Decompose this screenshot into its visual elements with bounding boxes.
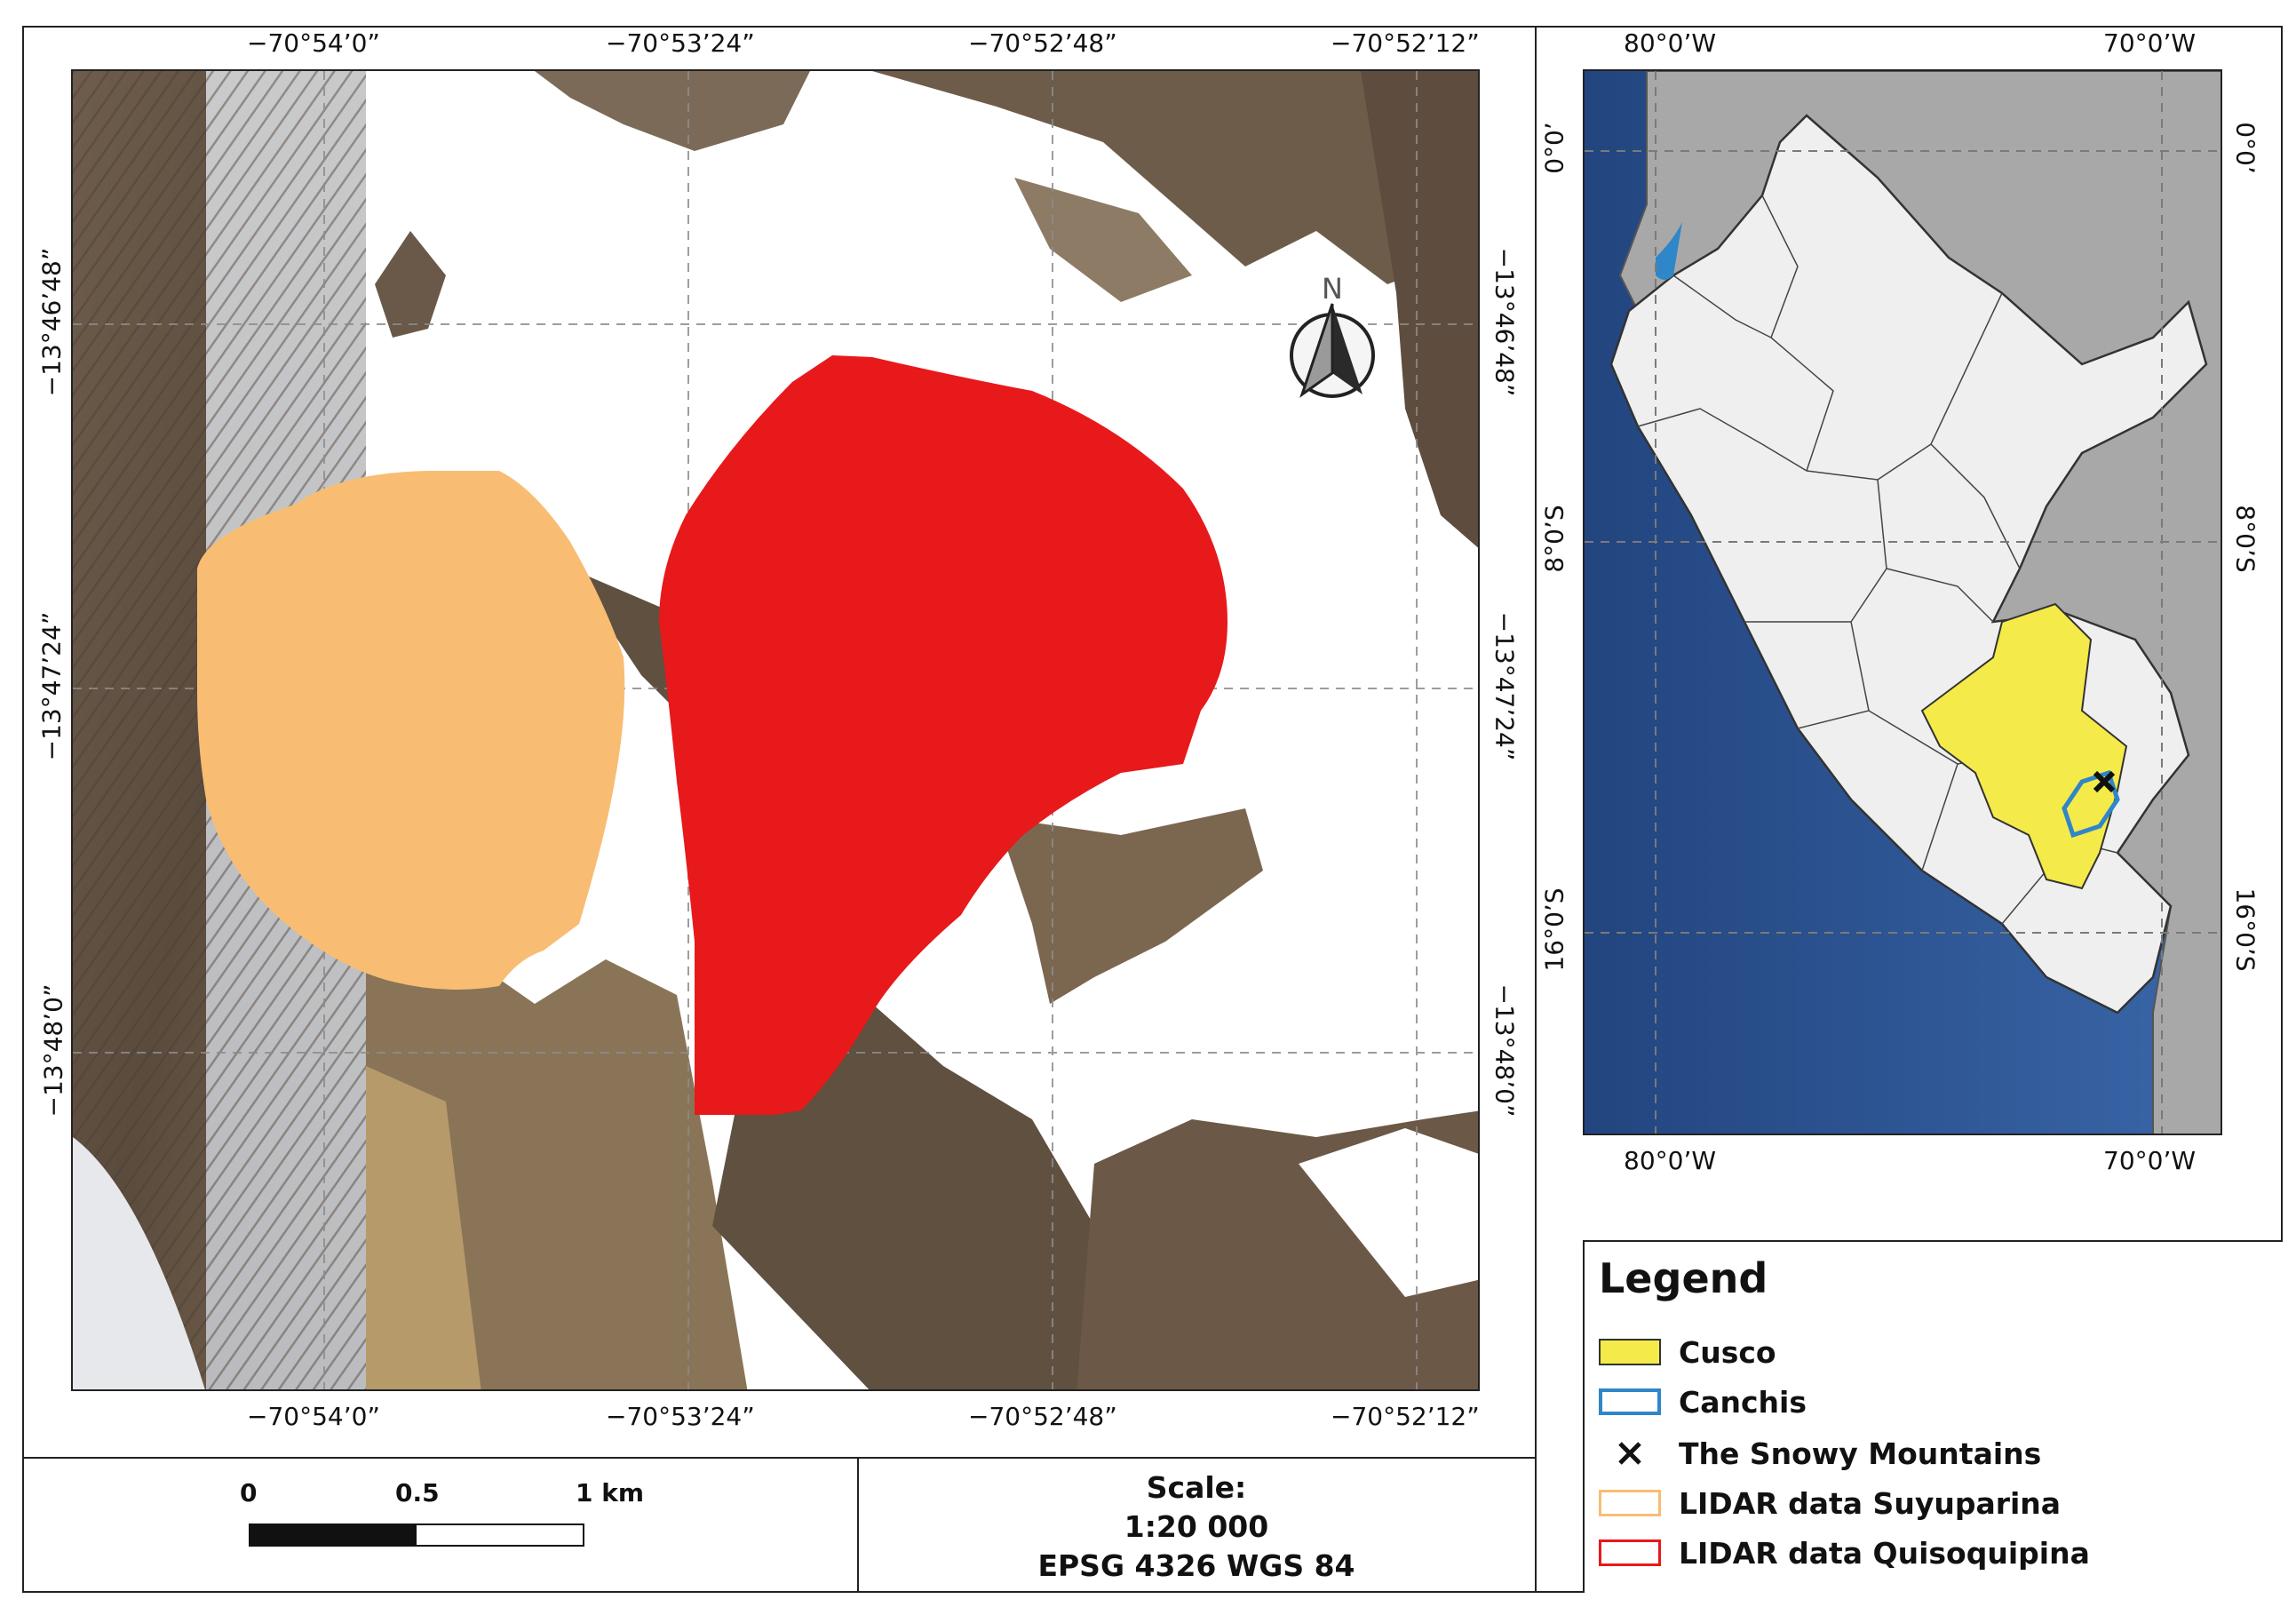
scale-ratio: 1:20 000 bbox=[1124, 1509, 1269, 1544]
main-top-lon-label-3: −70°52’48” bbox=[968, 28, 1117, 58]
main-bottom-lon-label-1: −70°54’0” bbox=[247, 1402, 380, 1431]
scalebar-label-half: 0.5 bbox=[395, 1478, 440, 1508]
scale-crs: EPSG 4326 WGS 84 bbox=[1037, 1548, 1355, 1583]
main-right-lat-label-1: −13°46’48” bbox=[1490, 247, 1520, 397]
main-bottom-lon-label-3: −70°52’48” bbox=[968, 1402, 1117, 1431]
north-arrow-icon: N bbox=[1290, 272, 1375, 398]
main-top-lon-label-1: −70°54’0” bbox=[247, 28, 380, 58]
inset-canchis-province bbox=[2062, 769, 2120, 839]
main-right-lat-label-3: −13°48’0” bbox=[1490, 983, 1520, 1118]
inset-left-lat-label-1: 0°0’ bbox=[1539, 122, 1569, 174]
legend-item-cusco: Cusco bbox=[1599, 1333, 1776, 1372]
inset-left-lat-label-2: 8°0’S bbox=[1539, 505, 1569, 573]
layout-divider-bottom bbox=[22, 1457, 1537, 1459]
legend-item-canchis: Canchis bbox=[1599, 1382, 1807, 1421]
inset-map-canvas bbox=[1585, 71, 2221, 1134]
inset-right-lat-label-1: 0°0’ bbox=[2230, 122, 2260, 174]
main-top-lon-label-2: −70°53’24” bbox=[606, 28, 755, 58]
main-left-lat-label-2: −13°47’24” bbox=[36, 611, 67, 761]
scalebar-label-0: 0 bbox=[240, 1478, 258, 1508]
scale-caption: Scale: bbox=[1146, 1470, 1247, 1505]
inset-snowy-mountains-marker bbox=[2093, 770, 2116, 793]
main-bottom-lon-label-2: −70°53’24” bbox=[606, 1402, 755, 1431]
main-right-lat-label-2: −13°47’24” bbox=[1490, 611, 1520, 761]
north-arrow-letter: N bbox=[1322, 272, 1343, 306]
layout-divider-vertical bbox=[1535, 26, 1537, 1593]
inset-cusco-region bbox=[1920, 602, 2128, 890]
orange-outline-swatch bbox=[1599, 1490, 1661, 1516]
snow-field-bottom-left bbox=[73, 1137, 205, 1389]
inset-right-lat-label-2: 8°0’S bbox=[2230, 505, 2260, 573]
legend-title: Legend bbox=[1599, 1254, 1768, 1302]
main-left-lat-label-1: −13°46’48” bbox=[36, 247, 67, 397]
legend-label-canchis: Canchis bbox=[1679, 1384, 1807, 1420]
scalebar bbox=[249, 1524, 584, 1547]
scalebar-label-1km: 1 km bbox=[576, 1478, 645, 1508]
lidar-suyuparina-polygon bbox=[197, 471, 625, 990]
yellow-fill-swatch bbox=[1599, 1339, 1661, 1365]
scalebar-segment-filled bbox=[250, 1525, 417, 1545]
main-left-lat-label-3: −13°48’0” bbox=[38, 983, 68, 1118]
inset-bottom-lon-label-2: 70°0’W bbox=[2103, 1146, 2197, 1175]
legend-label-snowy-mountains: The Snowy Mountains bbox=[1679, 1436, 2042, 1471]
main-map-canvas: N bbox=[73, 71, 1478, 1389]
scalebar-segment-empty bbox=[417, 1525, 583, 1545]
inset-top-lon-label-2: 70°0’W bbox=[2103, 28, 2197, 58]
main-top-lon-label-4: −70°52’12” bbox=[1331, 28, 1480, 58]
main-map[interactable]: N bbox=[71, 69, 1480, 1391]
main-bottom-lon-label-4: −70°52’12” bbox=[1331, 1402, 1480, 1431]
inset-top-lon-label-1: 80°0’W bbox=[1624, 28, 1717, 58]
red-outline-swatch bbox=[1599, 1539, 1661, 1566]
layout-divider-scale bbox=[857, 1457, 859, 1593]
inset-map[interactable] bbox=[1583, 69, 2222, 1135]
inset-left-lat-label-3: 16°0’S bbox=[1539, 887, 1569, 972]
legend-item-lidar-suyuparina: LIDAR data Suyuparina bbox=[1599, 1484, 2061, 1523]
satellite-terrain-north bbox=[535, 71, 810, 151]
cross-marker-icon bbox=[1599, 1440, 1661, 1467]
blue-outline-swatch bbox=[1599, 1388, 1661, 1415]
lidar-quisoquipina-polygon bbox=[659, 355, 1227, 1115]
legend-panel bbox=[1583, 1240, 2283, 1593]
inset-bottom-lon-label-1: 80°0’W bbox=[1624, 1146, 1717, 1175]
legend-item-lidar-quisoquipina: LIDAR data Quisoquipina bbox=[1599, 1533, 2090, 1572]
inset-graticule bbox=[1585, 71, 2221, 1134]
map-layout-frame bbox=[22, 26, 2283, 1593]
legend-label-cusco: Cusco bbox=[1679, 1334, 1776, 1370]
legend-label-lidar-suyuparina: LIDAR data Suyuparina bbox=[1679, 1485, 2062, 1521]
legend-label-lidar-quisoquipina: LIDAR data Quisoquipina bbox=[1679, 1535, 2090, 1571]
legend-item-snowy-mountains: The Snowy Mountains bbox=[1599, 1434, 2041, 1473]
inset-right-lat-label-3: 16°0’S bbox=[2230, 887, 2260, 972]
